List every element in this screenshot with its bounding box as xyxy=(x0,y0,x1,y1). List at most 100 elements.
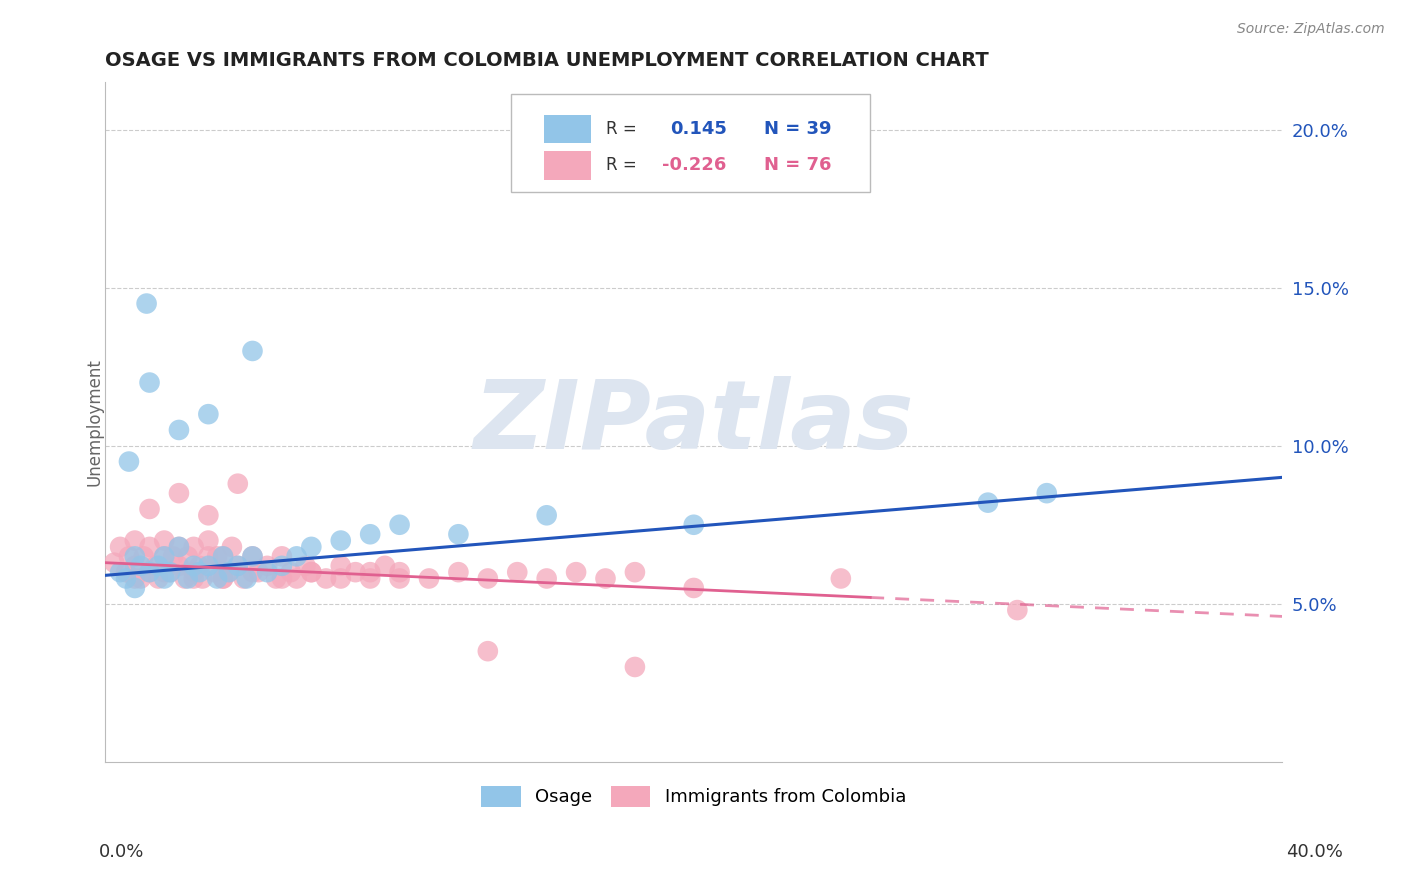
Point xyxy=(271,572,294,586)
Point xyxy=(167,540,190,554)
Text: 40.0%: 40.0% xyxy=(1286,843,1343,861)
Point xyxy=(374,558,396,573)
Point xyxy=(108,565,131,579)
Point xyxy=(595,572,617,586)
Point xyxy=(242,343,264,358)
Point xyxy=(536,572,558,586)
Point xyxy=(329,558,352,573)
Point xyxy=(299,565,322,579)
Point xyxy=(285,572,308,586)
Point xyxy=(118,454,141,468)
Point xyxy=(197,549,219,564)
Point xyxy=(242,549,264,564)
Point xyxy=(153,533,176,548)
Point xyxy=(247,565,270,579)
Point xyxy=(124,533,146,548)
Y-axis label: Unemployment: Unemployment xyxy=(86,358,103,486)
Point xyxy=(115,572,138,586)
Point xyxy=(232,572,254,586)
Point xyxy=(285,549,308,564)
Point xyxy=(153,572,176,586)
Point xyxy=(344,565,367,579)
Point xyxy=(226,558,249,573)
Point xyxy=(477,644,499,658)
Point xyxy=(148,558,170,573)
Point xyxy=(359,527,381,541)
Point xyxy=(226,476,249,491)
Point xyxy=(167,423,190,437)
Point xyxy=(183,572,205,586)
FancyBboxPatch shape xyxy=(544,151,592,179)
Point xyxy=(205,572,228,586)
Point xyxy=(242,549,264,564)
Point xyxy=(145,558,167,573)
Point xyxy=(477,572,499,586)
Point xyxy=(177,549,200,564)
Point xyxy=(447,565,470,579)
Point xyxy=(197,558,219,573)
Point xyxy=(124,572,146,586)
Point xyxy=(129,558,152,573)
FancyBboxPatch shape xyxy=(512,94,870,193)
Point xyxy=(167,558,190,573)
Text: 0.0%: 0.0% xyxy=(98,843,143,861)
Point xyxy=(218,565,240,579)
Point xyxy=(256,565,278,579)
Point xyxy=(124,549,146,564)
Point xyxy=(388,517,411,532)
Point xyxy=(299,540,322,554)
Point xyxy=(212,549,235,564)
Point xyxy=(315,572,337,586)
Point xyxy=(159,565,181,579)
Point xyxy=(329,533,352,548)
Point xyxy=(388,572,411,586)
Point xyxy=(138,376,160,390)
Point xyxy=(977,496,1000,510)
Point xyxy=(167,540,190,554)
Point xyxy=(624,565,647,579)
Point xyxy=(153,565,176,579)
Point xyxy=(205,549,228,564)
Point xyxy=(218,565,240,579)
Legend: Osage, Immigrants from Colombia: Osage, Immigrants from Colombia xyxy=(474,779,914,814)
Point xyxy=(221,540,243,554)
Point xyxy=(264,572,287,586)
Point xyxy=(183,558,205,573)
Point xyxy=(153,549,176,564)
Point xyxy=(256,558,278,573)
Point xyxy=(197,508,219,523)
Point xyxy=(103,556,125,570)
Point xyxy=(280,565,302,579)
Point xyxy=(235,572,257,586)
Point xyxy=(624,660,647,674)
Point xyxy=(271,549,294,564)
Point xyxy=(682,517,704,532)
Text: -0.226: -0.226 xyxy=(662,156,727,174)
Point xyxy=(188,558,211,573)
Point xyxy=(197,533,219,548)
Point xyxy=(191,572,214,586)
Point xyxy=(299,565,322,579)
Point xyxy=(138,502,160,516)
Point xyxy=(202,565,225,579)
Point xyxy=(1035,486,1057,500)
Text: R =: R = xyxy=(606,156,641,174)
Text: R =: R = xyxy=(606,120,641,138)
Point xyxy=(148,572,170,586)
Point xyxy=(294,558,316,573)
Point xyxy=(173,572,195,586)
Point xyxy=(388,565,411,579)
Point xyxy=(108,540,131,554)
Point xyxy=(682,581,704,595)
Point xyxy=(359,565,381,579)
Text: N = 39: N = 39 xyxy=(765,120,832,138)
Point xyxy=(138,540,160,554)
Text: 0.145: 0.145 xyxy=(671,120,727,138)
Point xyxy=(167,486,190,500)
Point xyxy=(124,581,146,595)
Point xyxy=(124,558,146,573)
Point xyxy=(226,558,249,573)
Point xyxy=(188,565,211,579)
Text: N = 76: N = 76 xyxy=(765,156,832,174)
Point xyxy=(138,565,160,579)
